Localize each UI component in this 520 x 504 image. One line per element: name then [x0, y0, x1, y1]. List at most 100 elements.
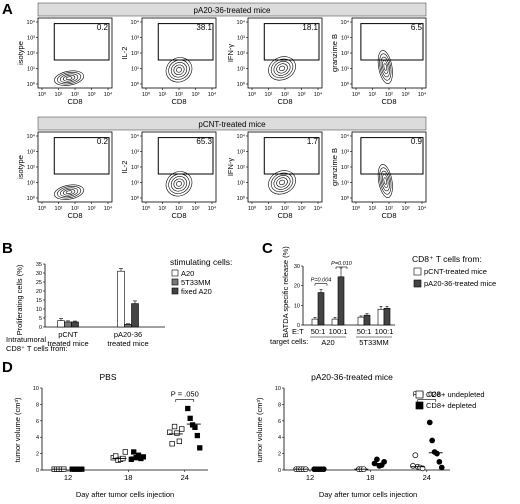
x-tick-label: 10² — [71, 206, 79, 212]
d-point — [187, 415, 193, 421]
x-axis-label: CD8 — [67, 211, 82, 220]
c-bar — [357, 316, 365, 326]
y-tick-label: 10² — [341, 51, 349, 57]
x-tick-label: 10¹ — [159, 206, 167, 212]
x-tick-label: 10³ — [192, 92, 200, 98]
x-tick-label: 10¹ — [55, 92, 63, 98]
x-tick-label: 10⁰ — [248, 91, 257, 98]
contour-line — [276, 177, 288, 188]
x-axis-label: CD8 — [67, 97, 82, 106]
y-tick-label: 10⁰ — [27, 195, 36, 202]
contour-line — [170, 62, 188, 78]
d-left-y-label: tumor volume (cm³) — [13, 397, 22, 463]
y-tick-label: 10² — [131, 51, 139, 57]
d-point — [426, 419, 433, 426]
d-x-tick-label: 18 — [366, 473, 374, 482]
y-tick-label: 10¹ — [341, 67, 349, 73]
x-tick-label: 10⁰ — [142, 91, 151, 98]
b-x-caption-1: Intratumoral — [6, 335, 46, 344]
x-tick-label: 10⁴ — [314, 205, 323, 212]
gate-box — [360, 137, 424, 175]
gate-percentage: 38.1 — [196, 23, 212, 32]
y-tick-label: 10³ — [27, 36, 35, 42]
c-legend-label: pCNT-treated mice — [424, 267, 487, 276]
contour-line — [379, 167, 392, 195]
c-legend-title: CD8⁺ T cells from: — [412, 254, 482, 264]
x-axis-label: CD8 — [171, 97, 186, 106]
x-tick-label: 10⁰ — [248, 205, 257, 212]
d-legend-swatch — [415, 401, 424, 410]
contour-line — [270, 58, 294, 79]
x-tick-label: 10⁴ — [208, 91, 217, 98]
contour-line — [57, 72, 82, 85]
b-legend-swatch — [171, 269, 179, 277]
d-point — [192, 424, 198, 431]
d-point — [122, 449, 128, 455]
b-y-tick-label: 0 — [39, 325, 42, 331]
contour-line — [176, 181, 182, 187]
x-tick-label: 10² — [175, 92, 183, 98]
b-bar — [131, 303, 139, 328]
d-point — [167, 429, 173, 435]
x-tick-label: 10⁴ — [208, 205, 217, 212]
c-target-label: 5T33MM — [359, 338, 389, 347]
contour-line — [62, 188, 76, 196]
d-right-title: pA20-36-treated mice — [311, 372, 393, 382]
y-tick-label: 10¹ — [131, 181, 139, 187]
d-pvalue-label: P = .028 — [413, 389, 441, 398]
y-tick-label: 10⁰ — [341, 195, 350, 202]
plot-frame — [351, 17, 427, 89]
x-tick-label: 10³ — [88, 206, 96, 212]
contour-line — [165, 57, 193, 83]
d-right-x-label: Day after tumor cells injection — [319, 490, 417, 499]
b-category-label: pA20-36 — [114, 330, 142, 339]
x-tick-label: 10² — [385, 92, 393, 98]
d-point — [434, 450, 440, 457]
y-tick-label: 10⁴ — [27, 19, 36, 26]
b-legend-swatch — [171, 278, 179, 286]
x-tick-label: 10³ — [298, 206, 306, 212]
d-point — [128, 456, 134, 462]
contour-line — [382, 174, 389, 188]
contour-line — [383, 177, 388, 185]
y-tick-label: 10² — [237, 165, 245, 171]
contour-line — [273, 61, 291, 76]
y-axis-label: IFN-γ — [226, 44, 235, 63]
contour-line — [379, 53, 392, 81]
y-tick-label: 10⁰ — [131, 81, 140, 88]
x-tick-label: 10⁴ — [418, 91, 427, 98]
d-point — [412, 452, 419, 459]
x-tick-label: 10³ — [192, 206, 200, 212]
d-pvalue-label: P = .050 — [171, 389, 199, 398]
y-tick-label: 10¹ — [237, 67, 245, 73]
x-tick-label: 10⁰ — [142, 205, 151, 212]
contour-line — [383, 63, 388, 71]
c-ratio-label: 100:1 — [375, 327, 394, 336]
x-tick-label: 10¹ — [369, 92, 377, 98]
y-tick-label: 10⁴ — [131, 19, 140, 26]
b-y-tick-label: 10 — [36, 307, 42, 313]
row-header-bar — [37, 116, 427, 131]
c-bar — [311, 318, 319, 326]
d-y-tick-label: 0 — [278, 468, 281, 474]
c-bar — [363, 314, 371, 326]
y-tick-label: 10³ — [131, 36, 139, 42]
row-header-bottom: pCNT-treated mice — [198, 120, 266, 129]
d-legend-label: CD8+ undepleted — [426, 390, 485, 399]
gate-percentage: 0.9 — [411, 137, 423, 146]
y-axis-label: IL-2 — [120, 47, 129, 60]
contour-line — [380, 170, 390, 192]
d-y-tick-label: 8 — [278, 402, 281, 408]
d-y-tick-label: 0 — [36, 468, 39, 474]
x-tick-label: 10⁴ — [418, 205, 427, 212]
contour-line — [176, 67, 182, 73]
y-tick-label: 10⁴ — [341, 133, 350, 140]
d-y-tick-label: 2 — [278, 452, 281, 458]
c-target-label: target cells: — [270, 337, 308, 346]
d-point — [174, 430, 180, 436]
d-point — [185, 405, 191, 412]
x-tick-label: 10¹ — [159, 92, 167, 98]
y-tick-label: 10¹ — [131, 67, 139, 73]
